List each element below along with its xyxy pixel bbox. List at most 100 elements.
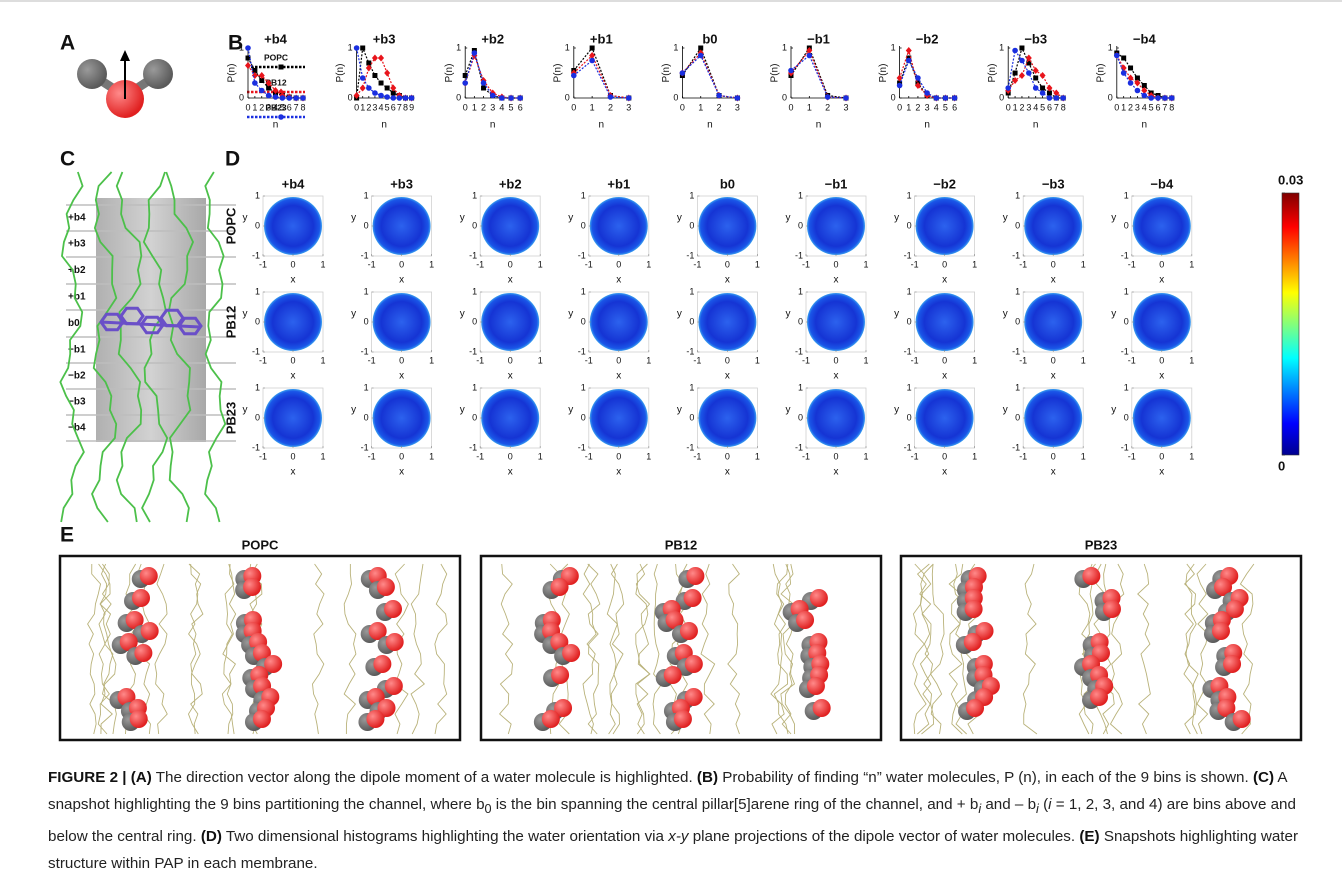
y-tick-label: 0 [798,412,803,422]
y-tick-label: 0 [1015,412,1020,422]
heatmap-disc [372,389,431,447]
y-tick-label: -1 [469,250,477,260]
y-tick-label: 1 [364,382,369,392]
marker [806,47,813,54]
x-tick-label: -1 [368,355,376,365]
y-tick-label: 0 [255,412,260,422]
lipid-chain [770,563,785,735]
x-tick-label: 0 [833,259,838,269]
marker [1134,75,1140,81]
heatmap-disc [1132,197,1191,255]
x-tick-label: -1 [693,259,701,269]
lipid-chain [204,171,227,523]
y-label: y [677,309,682,320]
snapshot [58,554,462,742]
oxygen [679,622,698,640]
marker [607,94,614,100]
oxygen [252,710,271,728]
marker [1155,95,1161,101]
x-tick-label: 0 [1051,259,1056,269]
x-label: n [1142,120,1148,131]
heatmap: -1 0 1 -1 0 1 x y [243,190,326,285]
y-tick-label: -1 [578,250,586,260]
bin-label: +b1 [68,292,86,303]
x-tick-label: 1 [646,451,651,461]
x-tick-label: -1 [911,259,919,269]
heatmap: -1 0 1 -1 0 1 x y [460,382,543,477]
heatmap-disc [481,389,540,447]
x-tick-label: 0 [399,259,404,269]
y-tick-label: 0 [239,92,244,102]
marker [1039,72,1046,79]
lipid-chain [221,563,235,735]
oxygen [1217,699,1236,717]
y-label: y [677,405,682,416]
x-tick-label: 1 [538,355,543,365]
bin-label: +b4 [68,213,86,224]
y-tick-label: 0 [907,316,912,326]
oxygen [964,600,983,618]
series-line [573,54,629,99]
x-tick-label: 1 [646,355,651,365]
heatmap: -1 0 1 -1 0 1 x y [786,382,869,477]
x-tick-label: 7 [1054,102,1059,112]
marker [278,114,284,120]
lipid-chain [97,563,111,735]
y-label: y [894,309,899,320]
marker [1012,70,1018,76]
legend-label: POPC [264,52,288,62]
marker [408,95,415,101]
y-tick-label: 0 [689,220,694,230]
heatmap-disc [481,293,540,351]
x-tick-label: -1 [1019,355,1027,365]
x-tick-label: 0 [399,451,404,461]
column-title: b0 [720,176,735,191]
y-tick-label: -1 [361,346,369,356]
lipid-chain [587,563,601,735]
heatmap: -1 0 1 -1 0 1 x y [243,382,326,477]
y-tick-label: -1 [904,346,912,356]
y-label: y [351,213,356,224]
marker [1114,52,1120,59]
lipid-chain [1137,563,1151,735]
x-tick-label: 1 [1081,451,1086,461]
marker [258,87,265,94]
x-tick-label: 1 [1013,102,1018,112]
x-label: x [508,275,513,286]
heatmap: -1 0 1 -1 0 1 x y [1003,382,1086,477]
legend-label: PB12 [265,77,287,87]
caption-text: Two dimensional histograms highlighting … [221,828,669,846]
x-tick-label: 1 [646,259,651,269]
heatmap: -1 0 1 -1 0 1 x y [568,286,651,381]
y-tick-label: 0 [1124,220,1129,230]
x-label: n [707,120,713,131]
bin-label: +b2 [68,265,86,276]
y-tick-label: 0 [348,92,353,102]
x-tick-label: 3 [843,102,848,112]
y-tick-label: 0 [255,316,260,326]
oxygen [366,688,385,706]
y-tick-label: 0 [907,412,912,422]
y-label: y [243,213,248,224]
marker [378,80,384,86]
x-tick-label: 3 [266,102,271,112]
marker [679,70,686,76]
marker [589,57,595,64]
oxygen [673,710,692,728]
x-tick-label: 0 [725,259,730,269]
x-tick-label: 0 [725,355,730,365]
caption-sub: i [1036,802,1039,817]
x-tick-label: 0 [290,355,295,365]
lipid-chain [165,171,195,523]
y-label: y [351,405,356,416]
oxygen [683,589,702,607]
x-tick-label: 8 [1169,102,1174,112]
oxygen [1225,600,1244,618]
oxygen [541,710,560,728]
oxygen [1082,567,1101,585]
y-label: P(n) [878,64,889,83]
lipid-chain [635,563,651,735]
y-tick-label: 0 [364,316,369,326]
